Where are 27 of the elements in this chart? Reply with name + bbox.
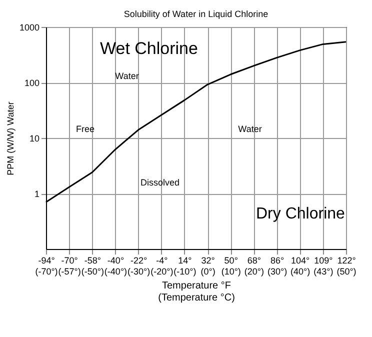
x-tick-label: -58° (-50°) bbox=[81, 256, 104, 276]
x-tick-label: 32° (0°) bbox=[200, 256, 216, 276]
x-tick-label: -94° (-70°) bbox=[35, 256, 58, 276]
x-tick-label: 122° (50°) bbox=[336, 256, 356, 276]
x-tick-label: 109° (43°) bbox=[314, 256, 334, 276]
x-tick-label: 86° (30°) bbox=[267, 256, 288, 276]
x-tick-label: -70° (-57°) bbox=[58, 256, 81, 276]
annotation: Free bbox=[76, 124, 95, 134]
x-tick-label: 14° (-10°) bbox=[174, 256, 196, 276]
y-tick-label: 100 bbox=[24, 78, 40, 88]
x-tick-label: 104° (40°) bbox=[290, 256, 310, 276]
annotation: Water bbox=[115, 70, 139, 81]
y-tick-label: 1 bbox=[34, 189, 40, 199]
x-tick-label: -22° (-30°) bbox=[128, 256, 150, 276]
annotation: Wet Chlorine bbox=[100, 39, 198, 58]
x-tick-label: 68° (20°) bbox=[244, 256, 264, 276]
annotation: Dry Chlorine bbox=[256, 205, 346, 222]
y-tick-label: 10 bbox=[29, 134, 40, 144]
y-axis-title: PPM (W/W) Water bbox=[5, 102, 16, 176]
x-axis-title: Temperature °F (Temperature °C) bbox=[158, 280, 235, 304]
y-tick-label: 1000 bbox=[19, 22, 40, 32]
annotation: Water bbox=[238, 124, 262, 134]
x-tick-label: -40° (-40°) bbox=[104, 256, 128, 276]
x-tick-label: -4° (-20°) bbox=[150, 256, 174, 276]
chart-title: Solubility of Water in Liquid Chlorine bbox=[124, 9, 268, 19]
x-tick-label: 50° (10°) bbox=[221, 256, 241, 276]
annotation: Dissolved bbox=[140, 177, 180, 188]
